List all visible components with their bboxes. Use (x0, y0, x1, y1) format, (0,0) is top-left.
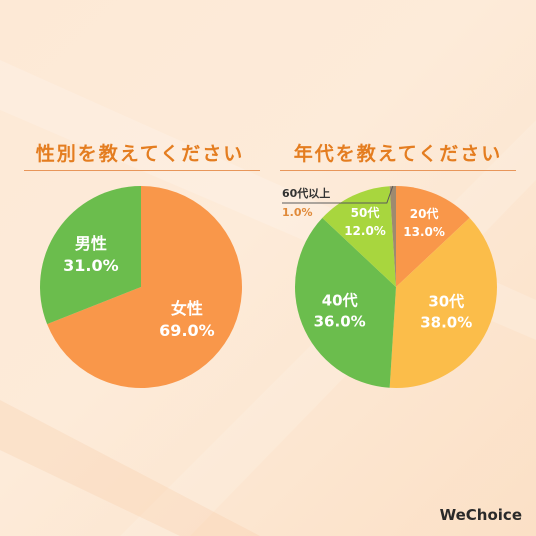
age-callout-name-4: 60代以上 (282, 186, 330, 200)
age-title-rule (280, 170, 516, 171)
age-label-name-3: 50代 (351, 205, 380, 220)
age-label-value-1: 38.0% (420, 314, 472, 332)
age-label-name-0: 20代 (410, 206, 439, 221)
age-label-value-2: 36.0% (314, 312, 366, 330)
age-slice-4 (389, 186, 396, 287)
gender-label-value-0: 69.0% (159, 321, 215, 340)
gender-label-name-1: 男性 (75, 234, 107, 253)
gender-chart-title: 性別を教えてください (35, 143, 245, 165)
gender-label-name-0: 女性 (171, 299, 203, 318)
wechoice-logo: WeChoice (439, 506, 522, 524)
age-label-value-3: 12.0% (344, 224, 386, 238)
age-label-name-1: 30代 (428, 293, 464, 311)
gender-slice-1 (40, 186, 141, 325)
age-slice-1 (389, 217, 498, 388)
gender-label-value-1: 31.0% (63, 256, 119, 275)
age-chart-title: 年代を教えてください (293, 143, 503, 165)
age-slice-2 (295, 217, 396, 388)
age-slice-3 (322, 186, 396, 287)
age-callout-line-4 (282, 185, 394, 204)
gender-title-rule (24, 170, 260, 171)
gender-slice-0 (47, 186, 242, 388)
age-label-value-0: 13.0% (403, 225, 445, 239)
age-label-name-2: 40代 (322, 291, 358, 309)
age-slice-0 (396, 186, 470, 287)
age-callout-value-4: 1.0% (282, 206, 313, 219)
